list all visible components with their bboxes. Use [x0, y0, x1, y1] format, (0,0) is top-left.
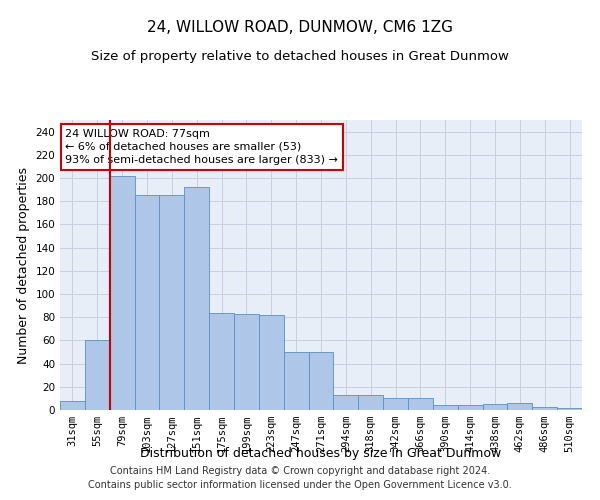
Bar — [134, 196, 160, 410]
Bar — [458, 406, 482, 410]
Bar — [284, 352, 308, 410]
Bar — [334, 395, 358, 410]
Text: Size of property relative to detached houses in Great Dunmow: Size of property relative to detached ho… — [91, 50, 509, 63]
Bar — [184, 188, 209, 410]
Bar — [482, 404, 508, 410]
Bar — [383, 398, 408, 410]
Bar — [259, 315, 284, 410]
Y-axis label: Number of detached properties: Number of detached properties — [17, 166, 30, 364]
Bar — [532, 406, 557, 410]
Bar — [209, 312, 234, 410]
Text: 24, WILLOW ROAD, DUNMOW, CM6 1ZG: 24, WILLOW ROAD, DUNMOW, CM6 1ZG — [147, 20, 453, 35]
Bar — [110, 176, 134, 410]
Bar — [557, 408, 582, 410]
Bar — [358, 395, 383, 410]
Bar — [60, 400, 85, 410]
Bar — [408, 398, 433, 410]
Text: 24 WILLOW ROAD: 77sqm
← 6% of detached houses are smaller (53)
93% of semi-detac: 24 WILLOW ROAD: 77sqm ← 6% of detached h… — [65, 128, 338, 165]
Text: Contains HM Land Registry data © Crown copyright and database right 2024.
Contai: Contains HM Land Registry data © Crown c… — [88, 466, 512, 490]
Bar — [85, 340, 110, 410]
Bar — [160, 196, 184, 410]
Bar — [234, 314, 259, 410]
Text: Distribution of detached houses by size in Great Dunmow: Distribution of detached houses by size … — [140, 448, 502, 460]
Bar — [308, 352, 334, 410]
Bar — [433, 406, 458, 410]
Bar — [508, 403, 532, 410]
